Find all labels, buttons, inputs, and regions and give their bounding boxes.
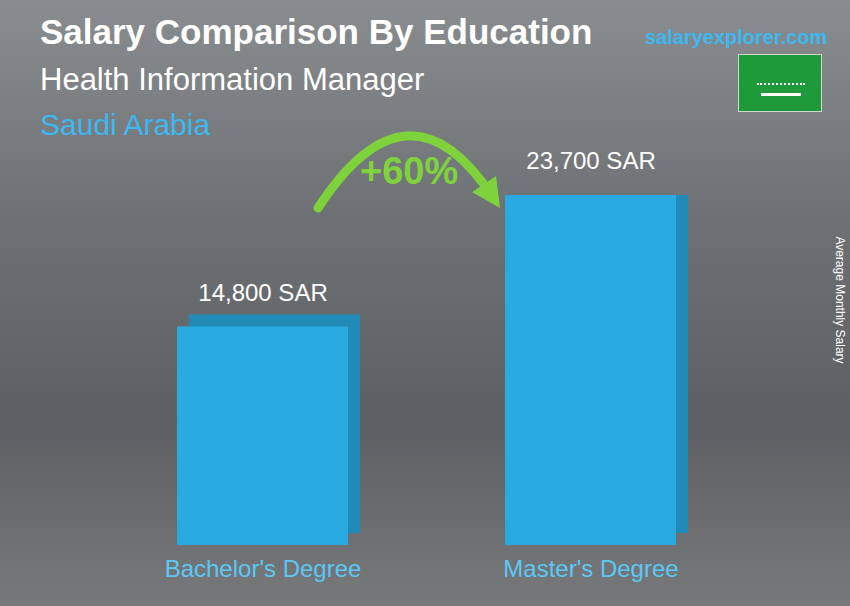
svg-text:Master's Degree: Master's Degree [503,555,678,582]
html-text:Salary Comparison By Education: Salary Comparison By Education [40,12,593,51]
svg-text:Bachelor's Degree: Bachelor's Degree [165,555,362,582]
html-text:Average Monthly Salary: Average Monthly Salary [833,236,847,364]
html-text:salaryexplorer.com: salaryexplorer.com [645,26,828,48]
html-text:Saudi Arabia: Saudi Arabia [40,108,211,141]
html-text:+60%: +60% [360,150,459,192]
svg-text:23,700 SAR: 23,700 SAR [526,147,655,174]
html-text:Health Information Manager: Health Information Manager [40,62,425,97]
svg-text:14,800 SAR: 14,800 SAR [198,279,327,306]
